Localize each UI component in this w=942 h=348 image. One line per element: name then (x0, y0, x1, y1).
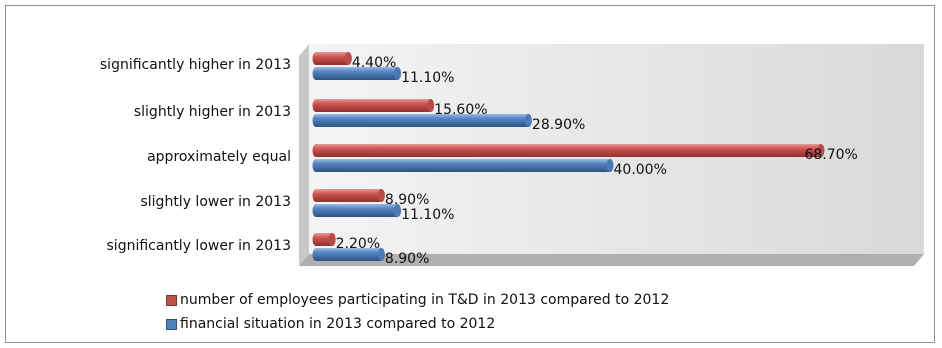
chart-frame: significantly higher in 2013 slightly hig… (5, 5, 935, 343)
bar-s1[interactable] (316, 248, 382, 261)
bar-start-cap (312, 114, 320, 127)
bars (312, 52, 825, 261)
bar-start-cap (312, 248, 320, 261)
bar-s1[interactable] (316, 114, 529, 127)
bar-group-s0 (312, 144, 825, 157)
bar-group-s0 (312, 233, 336, 246)
bar-start-cap (312, 67, 320, 80)
data-label: 8.90% (385, 192, 429, 208)
bar-s0[interactable] (316, 144, 821, 157)
bar-start-cap (312, 189, 320, 202)
bar-group-s1 (312, 248, 385, 261)
legend-label-series-1: financial situation in 2013 compared to … (180, 316, 496, 332)
legend-swatch-series-0 (166, 294, 177, 306)
bar-group-s1 (312, 159, 614, 172)
data-label: 28.90% (532, 117, 585, 133)
category-label: significantly higher in 2013 (100, 57, 291, 73)
bar-group-s1 (312, 114, 532, 127)
bar-end-cap (606, 159, 614, 172)
data-label: 11.10% (401, 207, 454, 223)
data-label: 40.00% (614, 162, 667, 178)
bar-group-s0 (312, 189, 385, 202)
category-label: slightly higher in 2013 (134, 104, 291, 120)
legend: number of employees participating in T&D… (166, 288, 669, 336)
bar-end-cap (427, 99, 435, 112)
bar-end-cap (344, 52, 352, 65)
bar-start-cap (312, 159, 320, 172)
bar-s1[interactable] (316, 67, 398, 80)
bar-end-cap (377, 189, 385, 202)
bar-end-cap (394, 67, 402, 80)
bar-end-cap (817, 144, 825, 157)
data-label: 68.70% (804, 147, 857, 163)
plot-side-wall (299, 44, 309, 266)
category-label: significantly lower in 2013 (107, 238, 291, 254)
bar-group-s0 (312, 99, 435, 112)
bar-end-cap (524, 114, 532, 127)
data-labels: 4.40% 11.10% 15.60% 28.90% 68.70% 40.00% 8.90%… (336, 55, 858, 267)
data-label: 4.40% (352, 55, 396, 71)
bar-end-cap (394, 204, 402, 217)
bar-group-s1 (312, 204, 402, 217)
bar-start-cap (312, 52, 320, 65)
bar-s1[interactable] (316, 204, 398, 217)
category-label: approximately equal (147, 149, 291, 165)
data-label: 8.90% (385, 251, 429, 267)
category-label: slightly lower in 2013 (140, 194, 291, 210)
data-label: 15.60% (434, 102, 487, 118)
bar-s0[interactable] (316, 233, 333, 246)
legend-label-series-0: number of employees participating in T&D… (180, 292, 670, 308)
category-labels: significantly higher in 2013 slightly hig… (100, 57, 291, 254)
data-label: 2.20% (336, 236, 380, 252)
bar-group-s0 (312, 52, 352, 65)
bar-group-s1 (312, 67, 402, 80)
bar-start-cap (312, 99, 320, 112)
bar-chart: significantly higher in 2013 slightly hig… (100, 44, 924, 267)
bar-end-cap (328, 233, 336, 246)
legend-swatch-series-1 (166, 318, 177, 330)
bar-s1[interactable] (316, 159, 610, 172)
bar-s0[interactable] (316, 99, 431, 112)
bar-start-cap (312, 233, 320, 246)
legend-item-series-0[interactable]: number of employees participating in T&D… (166, 288, 669, 312)
bar-start-cap (312, 144, 320, 157)
bar-start-cap (312, 204, 320, 217)
data-label: 11.10% (401, 70, 454, 86)
plot-floor (299, 254, 924, 266)
bar-s0[interactable] (316, 189, 382, 202)
bar-s0[interactable] (316, 52, 349, 65)
bar-end-cap (377, 248, 385, 261)
legend-item-series-1[interactable]: financial situation in 2013 compared to … (166, 312, 669, 336)
